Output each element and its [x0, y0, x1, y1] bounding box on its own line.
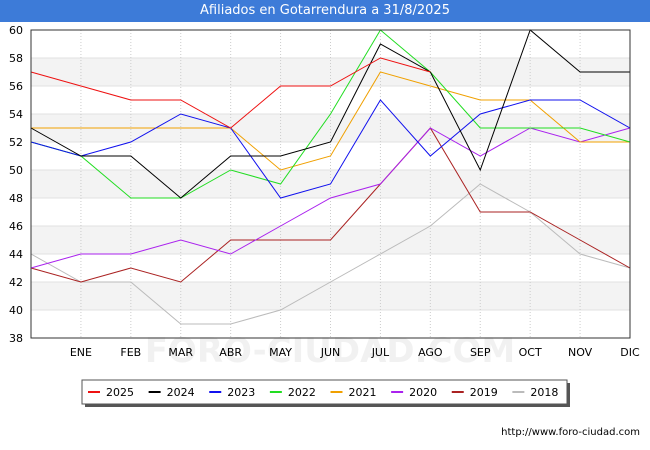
legend-label-2023: 2023 [227, 386, 255, 399]
y-tick-label: 52 [9, 136, 23, 149]
legend-label-2021: 2021 [349, 386, 377, 399]
y-tick-label: 44 [9, 248, 23, 261]
legend-label-2022: 2022 [288, 386, 316, 399]
series-line-2023 [30, 99, 631, 199]
x-tick-label: ENE [70, 346, 92, 359]
y-tick-label: 40 [9, 304, 23, 317]
y-tick-label: 54 [9, 108, 23, 121]
legend-label-2018: 2018 [530, 386, 558, 399]
legend-label-2020: 2020 [409, 386, 437, 399]
x-tick-label: MAY [269, 346, 292, 359]
y-tick-label: 46 [9, 220, 23, 233]
y-tick-label: 56 [9, 80, 23, 93]
y-tick-label: 38 [9, 332, 23, 345]
x-tick-label: AGO [418, 346, 443, 359]
legend: 2025 2024 2023 2022 2021 2020 2019 2018 [81, 379, 570, 407]
x-axis-ticks: ENE FEB MAR ABR MAY JUN JUL AGO SEP OCT NOV DIC [70, 346, 640, 359]
x-tick-label: JUN [320, 346, 341, 359]
x-tick-label: OCT [519, 346, 542, 359]
legend-label-2019: 2019 [470, 386, 498, 399]
series-lines [30, 29, 631, 325]
x-tick-label: SEP [470, 346, 491, 359]
x-tick-label: JUL [371, 346, 390, 359]
legend-box [81, 379, 568, 405]
x-tick-label: DIC [620, 346, 640, 359]
series-line-2022 [30, 29, 631, 199]
y-tick-label: 58 [9, 52, 23, 65]
footer-url: http://www.foro-ciudad.com [501, 427, 640, 438]
legend-label-2025: 2025 [106, 386, 134, 399]
x-tick-label: NOV [568, 346, 593, 359]
y-tick-label: 50 [9, 164, 23, 177]
y-tick-label: 48 [9, 192, 23, 205]
x-tick-label: MAR [168, 346, 193, 359]
chart-title: Afiliados en Gotarrendura a 31/8/2025 [0, 0, 650, 22]
series-line-2025 [30, 57, 431, 129]
series-line-2019 [30, 127, 631, 283]
y-tick-label: 60 [9, 24, 23, 37]
legend-label-2024: 2024 [167, 386, 195, 399]
y-tick-label: 42 [9, 276, 23, 289]
plot-band [31, 282, 630, 310]
y-axis-ticks: 38 40 42 44 46 48 50 52 54 56 58 60 [9, 24, 23, 345]
x-tick-label: ABR [219, 346, 242, 359]
x-tick-label: FEB [120, 346, 141, 359]
plot-border [30, 29, 631, 339]
